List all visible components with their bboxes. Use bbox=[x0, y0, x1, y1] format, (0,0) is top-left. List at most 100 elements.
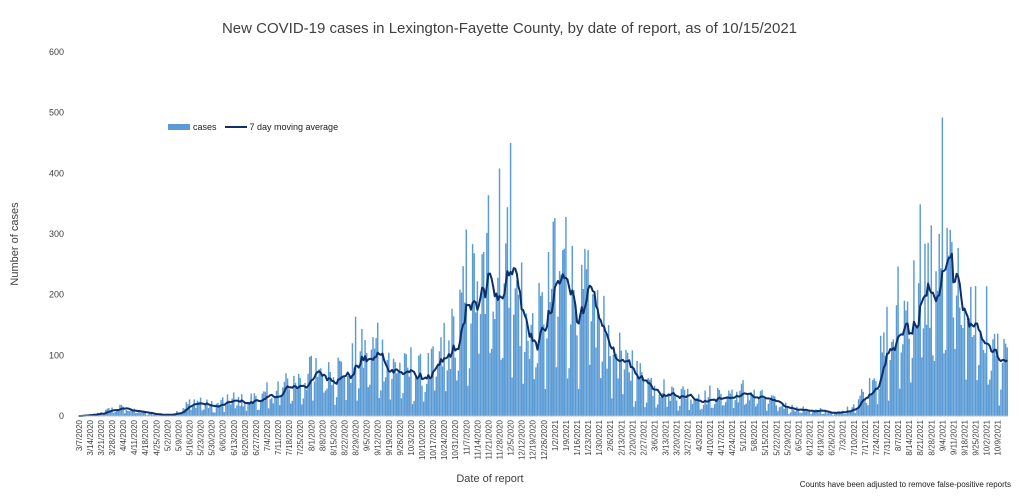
x-tick-label: 5/1/2021 bbox=[739, 419, 748, 451]
case-bar bbox=[710, 407, 713, 416]
case-bar bbox=[501, 357, 504, 416]
case-bar bbox=[804, 410, 806, 416]
case-bar bbox=[925, 324, 928, 416]
case-bar bbox=[130, 410, 132, 416]
case-bar bbox=[675, 400, 678, 416]
case-bar bbox=[620, 350, 623, 416]
case-bar bbox=[834, 412, 836, 416]
case-bar bbox=[845, 413, 847, 416]
y-axis-label: Number of cases bbox=[9, 202, 21, 286]
case-bar bbox=[206, 399, 208, 416]
case-bar bbox=[750, 392, 752, 416]
case-bar bbox=[123, 413, 126, 416]
case-bar bbox=[259, 400, 262, 416]
case-bar bbox=[424, 391, 426, 416]
x-tick-label: 5/29/2021 bbox=[783, 419, 792, 455]
case-bar bbox=[641, 371, 643, 416]
case-bar bbox=[358, 388, 360, 416]
case-bar bbox=[949, 229, 951, 416]
case-bar bbox=[457, 370, 460, 416]
case-bar bbox=[407, 367, 409, 416]
case-bar bbox=[520, 262, 523, 416]
case-bar bbox=[778, 407, 781, 416]
case-bar bbox=[231, 398, 233, 416]
x-axis-ticks: 3/7/2020 3/14/2020 3/21/2020 3/28/2020 4/4/2… bbox=[75, 419, 1003, 460]
x-tick-label: 8/29/2020 bbox=[352, 419, 361, 455]
case-bar bbox=[449, 368, 452, 416]
x-tick-label: 9/18/2021 bbox=[961, 419, 970, 455]
case-bar bbox=[294, 382, 297, 416]
case-bar bbox=[514, 288, 517, 416]
case-bar bbox=[495, 294, 498, 416]
x-tick-label: 4/4/2020 bbox=[119, 419, 128, 451]
x-tick-label: 1/23/2021 bbox=[584, 419, 593, 455]
case-bar bbox=[361, 328, 363, 416]
case-bar bbox=[609, 356, 611, 416]
case-bar bbox=[240, 394, 243, 416]
case-bar bbox=[671, 386, 673, 416]
case-bar bbox=[887, 400, 890, 416]
case-bar bbox=[150, 413, 153, 416]
case-bar bbox=[482, 251, 485, 416]
case-bar bbox=[541, 292, 543, 416]
case-bar bbox=[437, 363, 439, 416]
case-bar bbox=[894, 346, 896, 416]
case-bar bbox=[288, 389, 290, 416]
case-bar bbox=[663, 379, 665, 416]
case-bar bbox=[826, 413, 828, 416]
case-bar bbox=[399, 362, 401, 416]
case-bar bbox=[331, 384, 333, 416]
case-bar bbox=[740, 383, 743, 416]
case-bar bbox=[429, 377, 431, 416]
case-bar bbox=[310, 355, 313, 416]
case-bar bbox=[433, 390, 436, 416]
case-bar bbox=[900, 352, 902, 416]
case-bar bbox=[339, 360, 341, 416]
case-bar bbox=[416, 376, 418, 416]
case-bar bbox=[596, 289, 599, 416]
case-bar bbox=[649, 379, 651, 416]
x-tick-label: 7/24/2021 bbox=[872, 419, 881, 455]
legend-cases-label: cases bbox=[193, 122, 217, 132]
x-tick-label: 6/5/2021 bbox=[794, 419, 803, 451]
case-bar bbox=[210, 401, 213, 416]
case-bar bbox=[848, 410, 850, 416]
case-bar bbox=[299, 378, 301, 416]
case-bar bbox=[590, 321, 592, 416]
x-tick-label: 12/19/2020 bbox=[529, 419, 538, 460]
case-bar bbox=[136, 412, 139, 416]
case-bar bbox=[938, 233, 940, 416]
x-tick-label: 4/11/2020 bbox=[130, 419, 139, 455]
case-bar bbox=[823, 413, 825, 416]
y-tick-label: 200 bbox=[49, 290, 64, 300]
case-bar bbox=[829, 413, 831, 416]
case-bar bbox=[650, 377, 653, 416]
case-bar bbox=[509, 143, 512, 416]
case-bar bbox=[960, 324, 963, 416]
case-bar bbox=[622, 394, 624, 416]
x-tick-label: 9/19/2020 bbox=[385, 419, 394, 455]
case-bar bbox=[566, 378, 569, 416]
case-bar bbox=[884, 355, 887, 416]
case-bar bbox=[615, 353, 618, 416]
case-bar bbox=[519, 346, 521, 416]
case-bar bbox=[576, 335, 578, 416]
case-bar bbox=[320, 368, 322, 416]
case-bar bbox=[606, 368, 608, 416]
case-bar bbox=[865, 402, 868, 416]
x-tick-label: 9/12/2020 bbox=[374, 419, 383, 455]
case-bar bbox=[443, 322, 445, 416]
x-tick-label: 8/1/2020 bbox=[307, 419, 316, 451]
case-bar bbox=[392, 358, 395, 416]
case-bar bbox=[601, 361, 604, 416]
case-bar bbox=[811, 411, 814, 416]
case-bar bbox=[478, 353, 480, 416]
case-bar bbox=[573, 290, 575, 416]
case-bar bbox=[218, 404, 221, 416]
case-bar bbox=[557, 316, 559, 416]
case-bar bbox=[465, 229, 468, 416]
case-bar bbox=[552, 221, 555, 416]
case-bar bbox=[585, 269, 588, 416]
case-bar bbox=[112, 412, 115, 416]
case-bar bbox=[549, 302, 551, 416]
